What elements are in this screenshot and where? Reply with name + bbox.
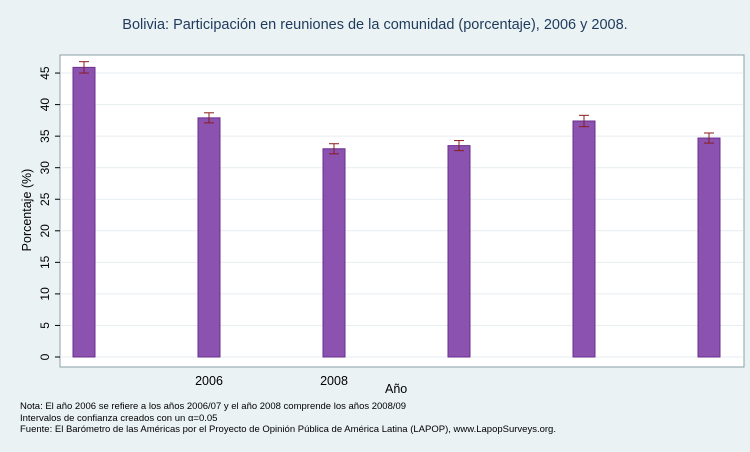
y-tick-label: 30 (38, 161, 52, 175)
y-tick-label: 45 (38, 66, 52, 80)
chart-title: Bolivia: Participación en reuniones de l… (122, 17, 628, 33)
y-tick-label: 15 (38, 255, 52, 269)
y-tick-label: 10 (38, 287, 52, 301)
y-tick-label: 25 (38, 192, 52, 206)
y-axis: 0 5 10 15 20 25 30 35 40 45 (38, 66, 60, 360)
bar (572, 120, 596, 358)
y-tick-label: 20 (38, 224, 52, 238)
footnotes: Nota: El año 2006 se refiere a los años … (20, 401, 556, 436)
bar (72, 66, 96, 358)
x-tick-label: 2006 (195, 374, 223, 388)
footnote-source: Fuente: El Barómetro de las Américas por… (20, 424, 556, 435)
y-axis-label: Porcentaje (%) (20, 168, 34, 252)
bars (72, 66, 721, 358)
plot-area (59, 54, 745, 368)
x-tick-label: 2008 (320, 374, 348, 388)
footnote-ci: Intervalos de confianza creados con un α… (20, 412, 218, 424)
error-bars (79, 61, 714, 155)
bar (447, 145, 471, 358)
x-axis-ticks: 2006 2008 (195, 374, 348, 388)
footnote-note: Nota: El año 2006 se refiere a los años … (20, 401, 407, 412)
y-tick-label: 5 (38, 322, 52, 329)
y-tick-label: 0 (38, 353, 52, 360)
bar (197, 117, 221, 358)
y-tick-label: 40 (38, 98, 52, 112)
gridlines (61, 72, 743, 358)
bar (697, 137, 721, 358)
bar (322, 148, 346, 358)
x-axis-label: Año (385, 382, 408, 396)
y-tick-label: 35 (38, 129, 52, 143)
